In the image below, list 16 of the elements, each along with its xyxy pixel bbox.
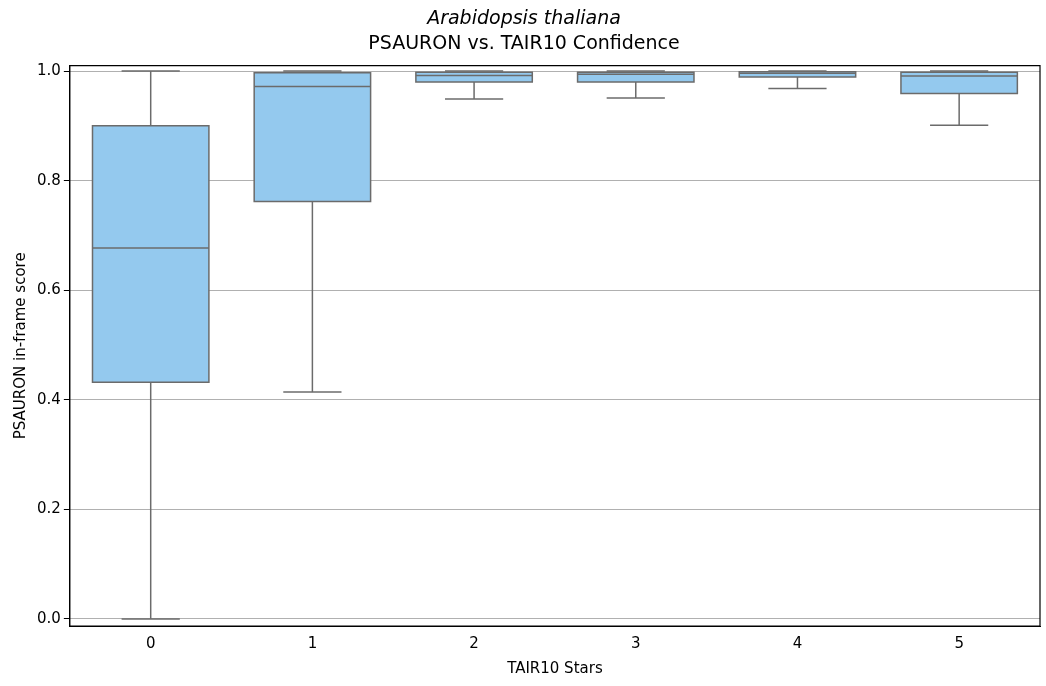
x-axis-title: TAIR10 Stars [506, 658, 603, 677]
x-tick-label: 4 [792, 633, 803, 652]
y-tick-label: 1.0 [37, 60, 61, 79]
y-tick-label: 0.2 [37, 499, 61, 518]
y-tick-label: 0.8 [37, 170, 61, 189]
y-axis-title: PSAURON in-frame score [10, 252, 29, 440]
chart-subtitle: PSAURON vs. TAIR10 Confidence [368, 31, 680, 54]
x-tick-label: 1 [307, 633, 318, 652]
x-tick-label: 2 [469, 633, 479, 652]
y-tick-label: 0.0 [37, 608, 61, 627]
y-tick-label: 0.6 [37, 280, 61, 299]
x-tick-label: 5 [954, 633, 964, 652]
y-tick-label: 0.4 [37, 389, 61, 408]
x-tick-label: 0 [145, 633, 156, 652]
chart-title: Arabidopsis thaliana [425, 6, 621, 29]
x-tick-label: 3 [631, 633, 641, 652]
